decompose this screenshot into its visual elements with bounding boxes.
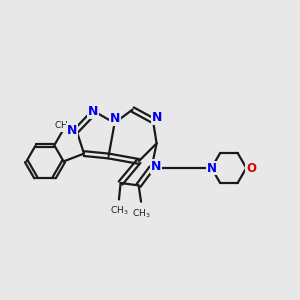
Text: CH$_3$: CH$_3$: [132, 207, 150, 220]
Text: N: N: [152, 111, 162, 124]
Text: N: N: [88, 105, 98, 118]
Text: CH$_3$: CH$_3$: [53, 119, 72, 131]
Text: N: N: [67, 124, 77, 137]
Text: N: N: [151, 160, 161, 173]
Text: CH$_3$: CH$_3$: [110, 205, 128, 217]
Text: O: O: [246, 161, 256, 175]
Text: N: N: [110, 112, 120, 125]
Text: N: N: [206, 161, 217, 175]
